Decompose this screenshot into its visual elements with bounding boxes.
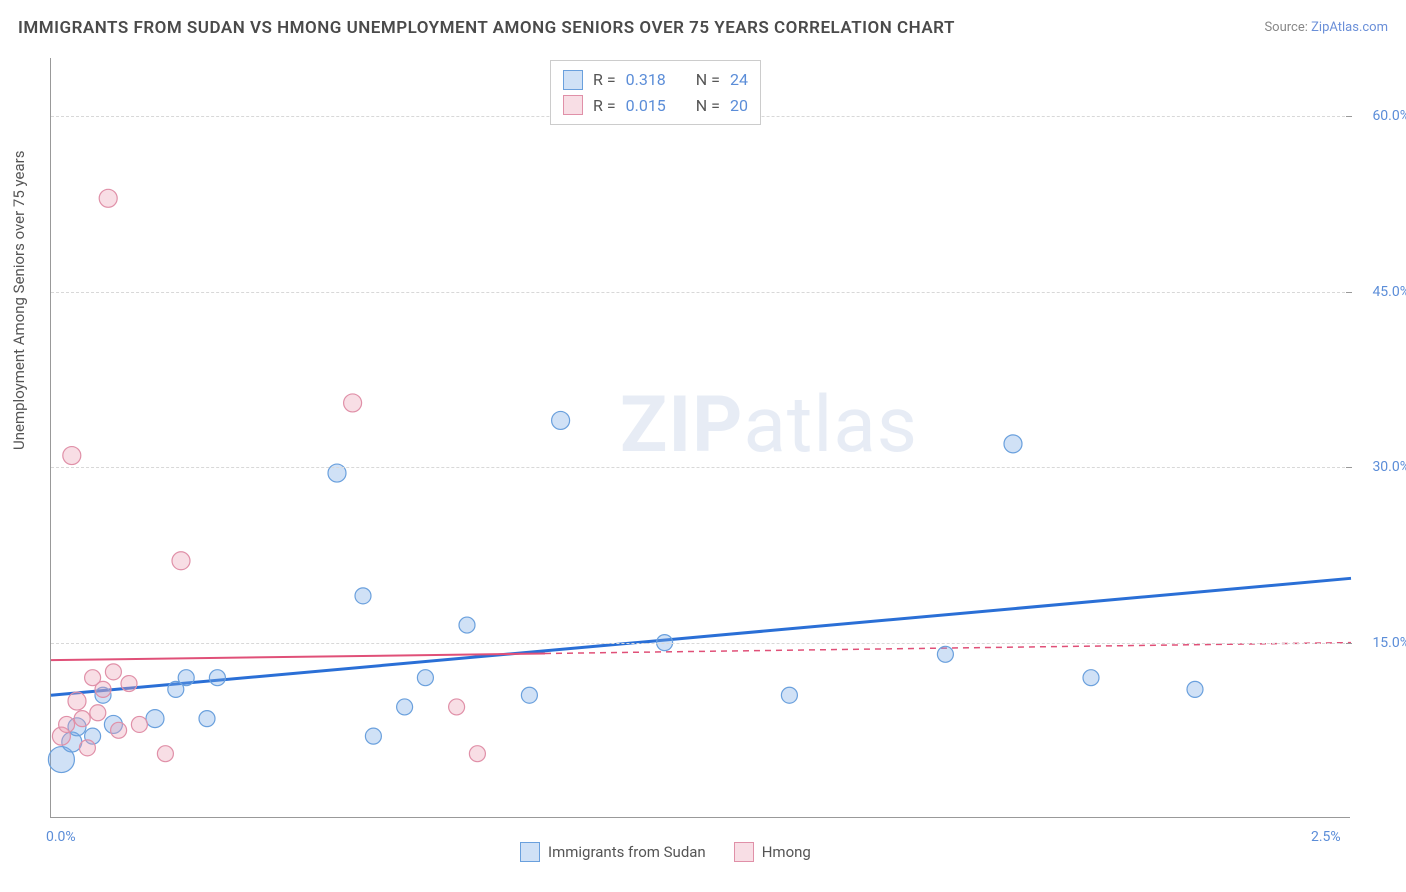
data-point-series-1 [105,664,121,680]
data-point-series-1 [121,676,137,692]
chart-title: IMMIGRANTS FROM SUDAN VS HMONG UNEMPLOYM… [18,18,955,38]
data-point-series-0 [937,646,953,662]
source-label: Source: [1264,20,1307,35]
legend-swatch-0 [563,70,583,90]
legend-series-item-1: Hmong [734,842,811,862]
data-point-series-1 [59,716,75,732]
legend-stats-row-1: R = 0.015 N = 20 [563,93,748,119]
legend-series-swatch-0 [520,842,540,862]
legend-swatch-1 [563,95,583,115]
data-point-series-1 [157,746,173,762]
source-site: ZipAtlas.com [1311,20,1388,35]
data-point-series-1 [63,447,81,465]
grid-line [51,643,1350,644]
legend-stats: R = 0.318 N = 24 R = 0.015 N = 20 [550,60,761,125]
data-point-series-1 [172,552,190,570]
data-point-series-1 [68,692,86,710]
data-point-series-1 [79,740,95,756]
n-label-0: N = [696,67,720,93]
trend-line-0 [51,578,1351,695]
data-point-series-0 [146,710,164,728]
xtick-label: 0.0% [46,829,76,845]
data-point-series-0 [459,617,475,633]
data-point-series-0 [1187,681,1203,697]
ytick-label: 45.0% [1372,284,1406,300]
data-point-series-1 [131,716,147,732]
legend-series-swatch-1 [734,842,754,862]
source-attribution: Source: ZipAtlas.com [1264,20,1388,35]
data-point-series-1 [469,746,485,762]
data-point-series-0 [355,588,371,604]
data-point-series-0 [1083,670,1099,686]
n-value-0: 24 [730,67,748,93]
grid-line [51,292,1350,293]
n-value-1: 20 [730,93,748,119]
data-point-series-1 [449,699,465,715]
data-point-series-1 [90,705,106,721]
data-point-series-0 [199,711,215,727]
n-label-1: N = [696,93,720,119]
data-point-series-0 [1004,435,1022,453]
legend-series-label-0: Immigrants from Sudan [548,843,706,861]
ytick-label: 30.0% [1372,459,1406,475]
plot-area: 15.0%30.0%45.0%60.0%0.0%2.5% [50,58,1350,818]
r-label-0: R = [593,67,616,93]
legend-series-label-1: Hmong [762,843,811,861]
data-point-series-0 [552,411,570,429]
data-point-series-0 [781,687,797,703]
legend-series: Immigrants from Sudan Hmong [520,842,811,862]
data-point-series-0 [417,670,433,686]
grid-line [51,467,1350,468]
y-axis-label: Unemployment Among Seniors over 75 years [10,151,28,450]
r-label-1: R = [593,93,616,119]
ytick-label: 60.0% [1372,108,1406,124]
xtick-label: 2.5% [1311,829,1341,845]
ytick-label: 15.0% [1372,635,1406,651]
data-point-series-1 [74,711,90,727]
legend-stats-row-0: R = 0.318 N = 24 [563,67,748,93]
chart-svg [51,58,1350,817]
data-point-series-1 [95,681,111,697]
legend-series-item-0: Immigrants from Sudan [520,842,706,862]
data-point-series-0 [365,728,381,744]
data-point-series-0 [521,687,537,703]
r-value-0: 0.318 [626,67,666,93]
r-value-1: 0.015 [626,93,666,119]
data-point-series-1 [111,722,127,738]
data-point-series-1 [99,189,117,207]
data-point-series-1 [344,394,362,412]
data-point-series-0 [178,670,194,686]
data-point-series-0 [209,670,225,686]
data-point-series-0 [397,699,413,715]
